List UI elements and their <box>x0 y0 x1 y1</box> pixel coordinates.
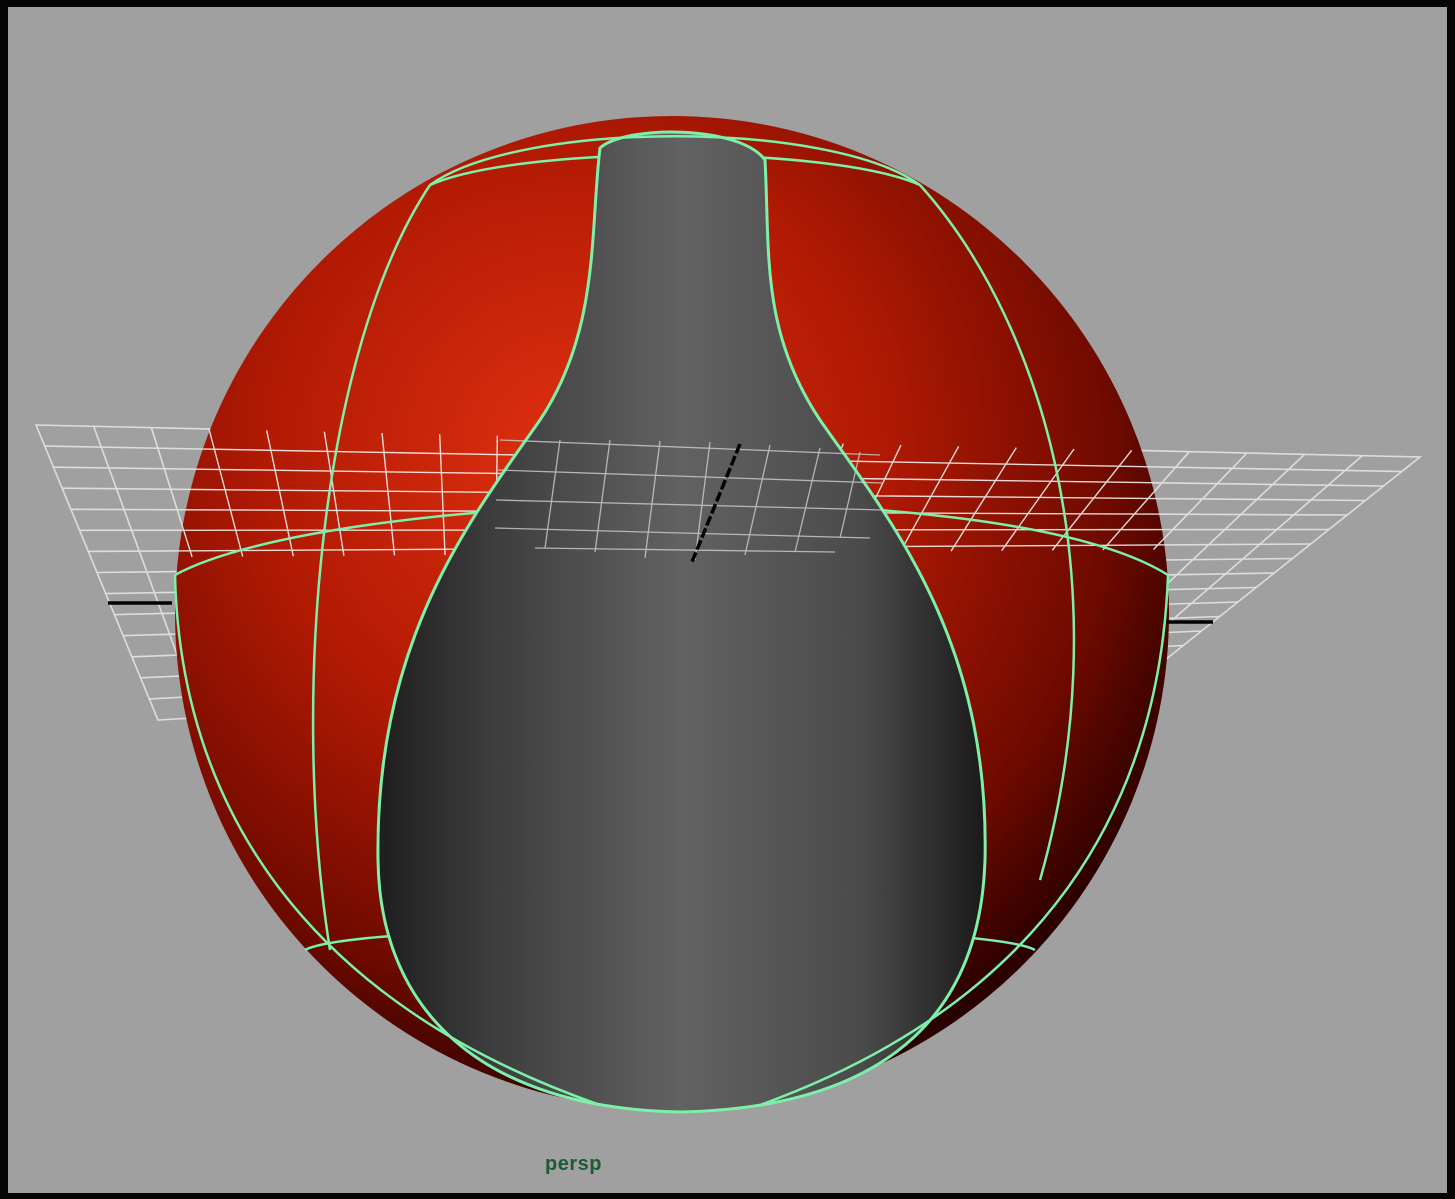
grid-line <box>1102 451 1169 551</box>
sphere-outline <box>173 135 1170 1107</box>
scene-canvas[interactable] <box>8 7 1447 1193</box>
grid-line <box>265 430 294 557</box>
grid-line <box>323 431 345 556</box>
grid-line <box>1051 449 1133 551</box>
grid-line <box>950 447 1017 552</box>
grey-trimmed-surface[interactable] <box>376 130 987 1114</box>
perspective-viewport[interactable]: persp <box>8 7 1447 1193</box>
grid-line <box>381 432 396 556</box>
grid-line <box>208 428 244 557</box>
grid-line <box>899 445 960 552</box>
origin-axis <box>108 443 1213 624</box>
grid-line <box>175 427 193 558</box>
grid-line <box>438 434 446 556</box>
grid-over-surface <box>494 439 885 561</box>
camera-label: persp <box>545 1153 602 1175</box>
grid-line <box>1001 448 1075 552</box>
